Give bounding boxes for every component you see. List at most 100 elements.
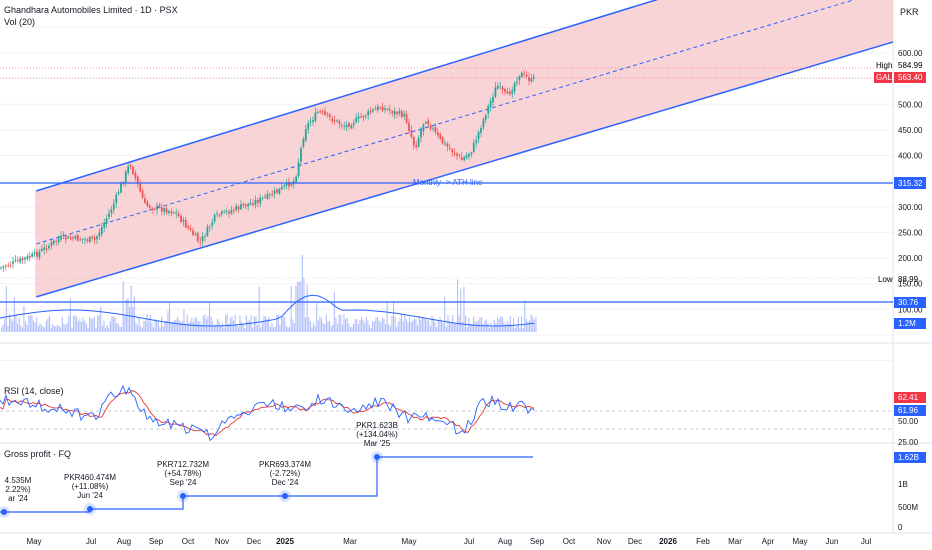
volume-bar — [290, 286, 292, 332]
candle-body — [12, 261, 14, 264]
volume-bar — [145, 320, 147, 332]
volume-bar — [474, 321, 476, 332]
gross-profit-period: ar '24 — [8, 494, 28, 503]
candle-body — [460, 157, 463, 160]
rsi-value: 61.96 — [898, 406, 919, 415]
volume-bar — [489, 327, 491, 332]
horizontal-lines[interactable]: Monthly -> ATH line — [0, 67, 893, 303]
time-axis[interactable]: May Jul Aug Sep Oct Nov Dec 2025 Mar May Jul Aug Sep… — [26, 537, 871, 546]
volume-bar — [436, 327, 438, 332]
candle-body — [14, 260, 17, 262]
candle-body — [434, 127, 437, 132]
volume-bar — [346, 317, 348, 332]
volume-bar — [319, 316, 321, 332]
volume-bar — [68, 316, 70, 332]
volume-bar — [439, 316, 441, 332]
candle-body — [444, 143, 446, 145]
candle-body — [508, 91, 511, 95]
volume-bar — [444, 296, 446, 332]
candle-body — [432, 128, 434, 130]
time-tick: Mar — [728, 537, 742, 546]
volume-bar — [197, 321, 199, 332]
candle-body — [244, 204, 247, 207]
candle-body — [400, 111, 403, 118]
candle-body — [319, 111, 322, 113]
candle-body — [307, 123, 310, 130]
candle-body — [230, 210, 233, 213]
volume-bar — [535, 316, 537, 332]
volume-bar — [73, 316, 75, 332]
candle-body — [182, 219, 185, 222]
candle-body — [489, 100, 492, 108]
volume-bar — [357, 324, 359, 332]
volume-bar — [479, 317, 481, 332]
volume-bar — [81, 321, 83, 332]
volume-bar — [313, 322, 315, 332]
gross-profit-point — [282, 493, 288, 499]
candle-body — [362, 116, 365, 118]
time-tick: Mar — [343, 537, 357, 546]
volume-bar — [506, 321, 508, 332]
candle-body — [439, 134, 442, 139]
ath-value: 315.32 — [898, 179, 923, 188]
time-tick: May — [792, 537, 807, 546]
volume-bar — [257, 325, 259, 332]
time-tick: Jul — [464, 537, 474, 546]
volume-bar — [90, 317, 92, 332]
volume-bar — [231, 316, 233, 332]
candle-body — [218, 214, 221, 216]
volume-bar — [503, 321, 505, 332]
volume-bar — [397, 321, 399, 332]
price-axis[interactable]: 600.00550.00500.00450.00400.00350.00300.… — [874, 49, 926, 532]
candle-body — [268, 194, 271, 196]
volume-bar — [343, 314, 345, 332]
volume-bar — [138, 317, 140, 332]
volume-bar — [330, 326, 332, 332]
volume-bar — [431, 315, 433, 332]
candle-body — [184, 220, 187, 228]
time-tick: Oct — [563, 537, 576, 546]
candle-body — [112, 203, 115, 210]
candle-body — [429, 125, 432, 129]
candle-body — [172, 212, 175, 214]
volume-bar — [402, 321, 404, 332]
candle-body — [55, 240, 58, 242]
rsi-tick: 25.00 — [898, 438, 919, 447]
high-label: High — [876, 61, 892, 70]
channel-drawing[interactable] — [35, 0, 894, 298]
candle-body — [295, 176, 298, 182]
volume-bar — [308, 317, 310, 332]
gross-profit-period: Dec '24 — [272, 478, 299, 487]
candle-body — [208, 226, 211, 228]
volume-bar — [151, 322, 153, 332]
candle-body — [405, 114, 408, 123]
volume-bar — [10, 319, 12, 332]
currency-label[interactable]: PKR — [900, 7, 919, 17]
candle-body — [76, 235, 79, 241]
volume-bar — [311, 327, 313, 332]
volume-bar — [524, 300, 526, 332]
candle-body — [148, 205, 151, 208]
volume-bar — [356, 318, 358, 332]
volume-bar — [437, 320, 439, 332]
volume-bar — [161, 316, 163, 332]
volume-bar — [367, 320, 369, 332]
volume-bar — [177, 316, 179, 332]
candle-body — [364, 115, 367, 117]
gross-profit-badge — [894, 452, 926, 463]
ath-badge — [894, 177, 926, 189]
candle-body — [220, 211, 223, 215]
volume-bar — [149, 314, 151, 332]
price-tick: 250.00 — [898, 228, 923, 237]
volume-bar — [228, 323, 230, 332]
candle-body — [417, 137, 420, 147]
volume-bar — [215, 324, 217, 332]
volume-bar — [281, 317, 283, 332]
rsi-badge — [894, 405, 926, 416]
candle-body — [436, 132, 439, 136]
volume-bar — [66, 323, 68, 332]
candle-body — [304, 128, 307, 141]
volume-bar — [449, 321, 451, 332]
candle-body — [45, 248, 48, 250]
